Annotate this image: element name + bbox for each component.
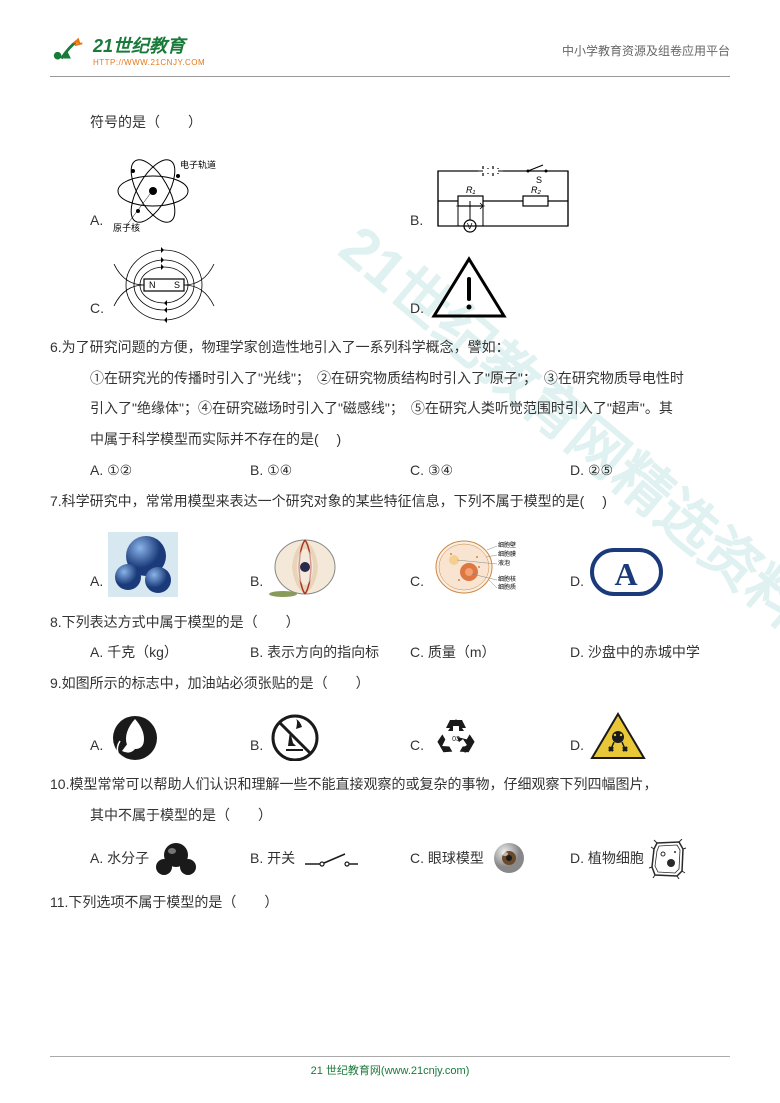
svg-text:细胞质: 细胞质 (498, 583, 516, 591)
recycle-icon: 03 (429, 711, 484, 761)
option-label: D. 沙盘中的赤城中学 (570, 637, 730, 668)
water-molecule2-icon (154, 841, 199, 876)
cell-diagram-icon: 细胞壁 细胞膜 液泡 细胞核 细胞质 (429, 532, 519, 597)
svg-text:A: A (614, 556, 637, 592)
switch-symbol-icon (300, 846, 360, 871)
option-label: B. (250, 566, 263, 597)
water-save-icon (108, 711, 163, 761)
eyeball-model-icon (268, 532, 343, 597)
option-label: A. 千克（kg） (90, 637, 250, 668)
q7-options: A. B. (50, 532, 730, 597)
option-label: A. 水分子 (90, 843, 149, 874)
option-label: C. ③④ (410, 455, 570, 486)
q10-options: A. 水分子 B. 开关 C. 眼球模型 (50, 839, 730, 879)
water-molecule-icon (108, 532, 178, 597)
svg-text:细胞核: 细胞核 (498, 575, 516, 583)
atom-model-icon: 电子轨道 原子核 (108, 146, 218, 236)
option-label: C. 眼球模型 (410, 843, 484, 874)
svg-text:03: 03 (452, 736, 460, 743)
magnet-field-icon: N S N S (109, 244, 219, 324)
footer-text: 21 世纪教育网(www.21cnjy.com) (311, 1065, 470, 1077)
option-label: C. (90, 293, 104, 324)
eyeball2-icon (489, 841, 529, 876)
q8-stem: 8.下列表达方式中属于模型的是（ ） (50, 607, 730, 638)
option-label: A. ①② (90, 455, 250, 486)
q7-stem: 7.科学研究中，常常用模型来表达一个研究对象的某些特征信息，下列不属于模型的是(… (50, 486, 730, 517)
option-label: A. (90, 730, 103, 761)
content-area: 21世纪教育网精选资料 符号的是（ ） A. 电子轨道 原子核 B. (50, 92, 730, 932)
option-label: D. (570, 730, 584, 761)
option-label: B. ①④ (250, 455, 410, 486)
option-label: C. (410, 566, 424, 597)
logo-icon (50, 30, 88, 68)
toxic-warning-icon (589, 711, 647, 761)
q6-stem: 6.为了研究问题的方便，物理学家创造性地引入了一系列科学概念，譬如： (50, 332, 730, 363)
option-label: B. 表示方向的指向标 (250, 637, 410, 668)
svg-text:电子轨道: 电子轨道 (180, 159, 216, 170)
option-label: B. 开关 (250, 843, 295, 874)
q9-stem: 9.如图所示的标志中，加油站必须张贴的是（ ） (50, 668, 730, 699)
svg-text:S: S (174, 280, 180, 290)
svg-text:液泡: 液泡 (498, 559, 510, 567)
q5-options-row2: C. N S N S D. (50, 244, 730, 324)
warning-triangle-icon (429, 254, 509, 324)
logo-sub-text: HTTP://WWW.21CNJY.COM (93, 58, 205, 67)
logo-main-text: 21世纪教育 (93, 32, 205, 58)
q6-line4: 中属于科学模型而实际并不存在的是( ) (50, 424, 730, 455)
no-fire-icon (268, 711, 323, 761)
option-label: A. (90, 566, 103, 597)
q9-options: A. B. C. (50, 711, 730, 761)
q6-line3: 引入了"绝缘体"；④在研究磁场时引入了"磁感线"； ⑤在研究人类听觉范围时引入了… (50, 393, 730, 424)
option-label: B. (410, 205, 423, 236)
page-header: 21世纪教育 HTTP://WWW.21CNJY.COM 中小学教育资源及组卷应… (50, 30, 730, 77)
q5-tail: 符号的是（ ） (50, 107, 730, 138)
q6-line2: ①在研究光的传播时引入了"光线"； ②在研究物质结构时引入了"原子"； ③在研究… (50, 363, 730, 394)
q8-options: A. 千克（kg） B. 表示方向的指向标 C. 质量（m） D. 沙盘中的赤城… (50, 637, 730, 668)
q10-line2: 其中不属于模型的是（ ） (50, 800, 730, 831)
logo: 21世纪教育 HTTP://WWW.21CNJY.COM (50, 30, 205, 68)
option-label: D. (570, 566, 584, 597)
option-label: B. (250, 730, 263, 761)
svg-text:N: N (149, 280, 156, 290)
header-right-text: 中小学教育资源及组卷应用平台 (562, 30, 730, 59)
q6-options: A. ①② B. ①④ C. ③④ D. ②⑤ (50, 455, 730, 486)
svg-text:原子核: 原子核 (113, 222, 140, 233)
option-label: D. ②⑤ (570, 455, 730, 486)
q11-stem: 11.下列选项不属于模型的是（ ） (50, 887, 730, 918)
circuit-diagram-icon: S R₁ R₂ V (428, 161, 578, 236)
option-label: A. (90, 205, 103, 236)
letter-a-sign-icon: A (589, 547, 664, 597)
q5-options-row1: A. 电子轨道 原子核 B. (50, 146, 730, 236)
option-label: D. 植物细胞 (570, 843, 644, 874)
plant-cell-icon (649, 839, 687, 879)
svg-text:细胞壁: 细胞壁 (498, 541, 516, 549)
option-label: C. (410, 730, 424, 761)
option-label: C. 质量（m） (410, 637, 570, 668)
svg-text:细胞膜: 细胞膜 (498, 550, 516, 558)
option-label: D. (410, 293, 424, 324)
page-footer: 21 世纪教育网(www.21cnjy.com) (50, 1056, 730, 1078)
q10-stem: 10.模型常常可以帮助人们认识和理解一些不能直接观察的或复杂的事物，仔细观察下列… (50, 769, 730, 800)
